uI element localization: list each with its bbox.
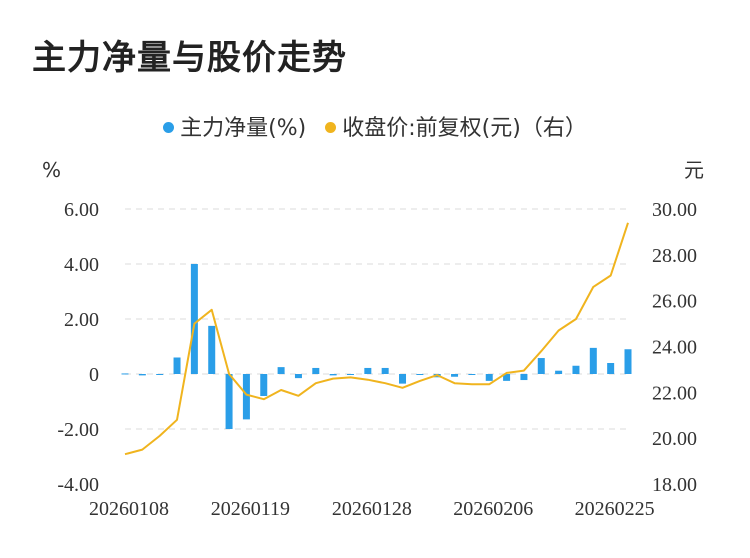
- left-y-tick-label: -4.00: [57, 474, 99, 496]
- x-axis: 20260108 20260119 20260128 20260206 20260225: [89, 498, 655, 520]
- legend-item-main-net[interactable]: 主力净量(%): [163, 110, 306, 142]
- chart-title: 主力净量与股价走势: [32, 38, 347, 78]
- x-tick-label: 20260225: [575, 498, 655, 520]
- bar: [485, 374, 493, 381]
- legend-label-main-net: 主力净量(%): [180, 116, 307, 141]
- legend-item-close-price[interactable]: 收盘价:前复权(元)（右）: [325, 110, 587, 142]
- bar: [277, 367, 285, 374]
- right-y-tick-label: 30.00: [652, 199, 697, 221]
- bar: [173, 357, 181, 374]
- bar: [537, 358, 545, 374]
- bar: [329, 374, 337, 376]
- bar: [190, 264, 198, 374]
- bar: [589, 347, 597, 374]
- right-y-tick-label: 22.00: [652, 382, 697, 404]
- bar: [346, 374, 354, 375]
- bar: [260, 374, 268, 396]
- bar: [208, 325, 216, 374]
- x-tick-label: 20260108: [89, 498, 169, 520]
- price-line: [124, 222, 629, 456]
- right-y-tick-label: 24.00: [652, 337, 697, 359]
- legend-label-close-price: 收盘价:前复权(元)（右）: [342, 116, 587, 141]
- bar: [607, 363, 615, 374]
- bar: [294, 374, 302, 379]
- bar: [399, 374, 407, 384]
- bar: [416, 374, 424, 375]
- bar: [225, 374, 233, 429]
- right-y-tick-label: 20.00: [652, 428, 697, 450]
- bar-series: [121, 264, 632, 429]
- right-y-tick-label: 28.00: [652, 245, 697, 267]
- left-axis-unit: %: [42, 158, 61, 182]
- left-y-tick-label: 2.00: [64, 309, 99, 331]
- legend: 主力净量(%) 收盘价:前复权(元)（右）: [0, 110, 750, 142]
- line-series: [124, 222, 629, 456]
- bar: [468, 374, 476, 375]
- bar: [312, 367, 320, 374]
- right-y-tick-label: 18.00: [652, 474, 697, 496]
- x-tick-label: 20260128: [332, 498, 412, 520]
- bar: [138, 374, 146, 376]
- bar: [451, 374, 459, 377]
- bar: [572, 365, 580, 374]
- bar: [555, 370, 563, 374]
- right-y-axis: 30.00 28.00 26.00 24.00 22.00 20.00 18.00: [652, 199, 697, 496]
- x-tick-label: 20260206: [453, 498, 533, 520]
- left-y-tick-label: 6.00: [64, 199, 99, 221]
- bar: [520, 374, 528, 381]
- bar: [156, 374, 164, 375]
- bar: [503, 374, 511, 381]
- x-tick-label: 20260119: [211, 498, 290, 520]
- legend-dot-bar: [163, 121, 175, 133]
- left-y-tick-label: -2.00: [57, 419, 99, 441]
- bar: [121, 373, 129, 375]
- right-axis-unit: 元: [684, 158, 704, 182]
- bar: [624, 349, 632, 374]
- bar: [242, 374, 250, 420]
- legend-dot-line: [325, 121, 337, 133]
- right-y-tick-label: 26.00: [652, 291, 697, 313]
- bar: [364, 367, 372, 374]
- bar: [381, 367, 389, 374]
- left-y-axis: 6.00 4.00 2.00 0 -2.00 -4.00: [57, 199, 99, 496]
- left-y-tick-label: 0: [89, 364, 99, 386]
- left-y-tick-label: 4.00: [64, 254, 99, 276]
